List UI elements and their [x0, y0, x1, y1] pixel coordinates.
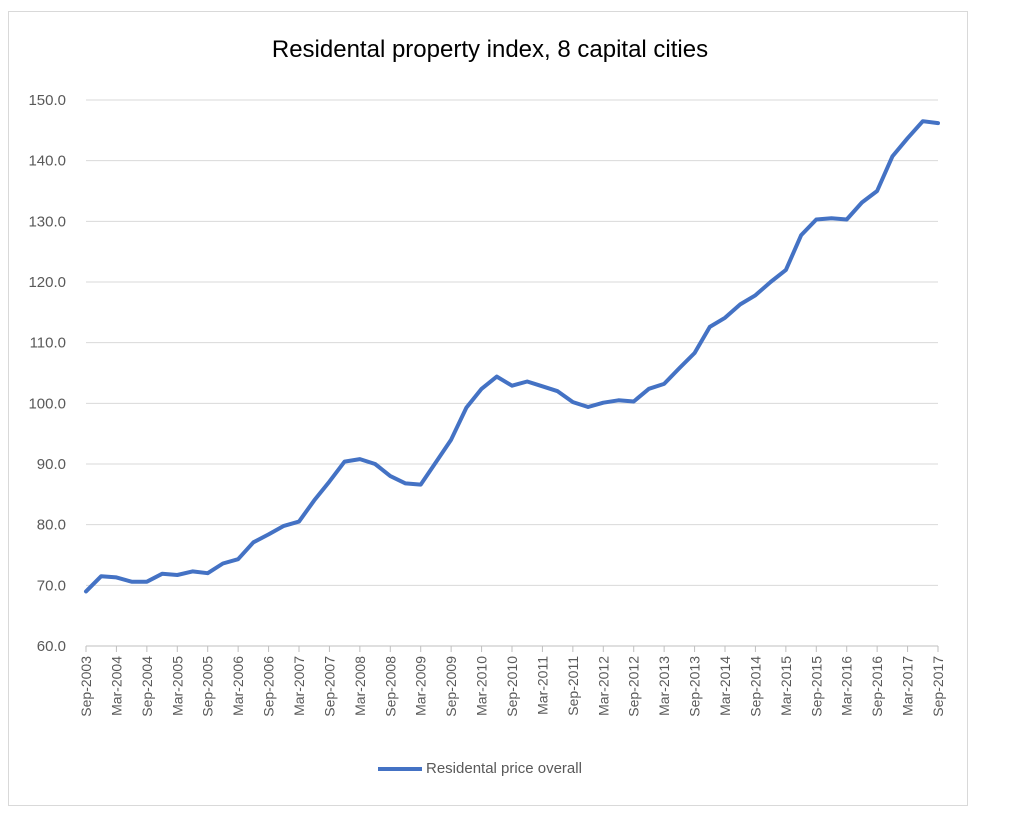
y-tick-label: 150.0 — [28, 92, 66, 109]
legend: Residental price overall — [378, 760, 582, 777]
x-tick-label: Sep-2013 — [687, 656, 703, 717]
y-tick-label: 100.0 — [28, 395, 66, 412]
y-tick-label: 110.0 — [30, 335, 66, 352]
y-tick-label: 80.0 — [37, 517, 66, 534]
series-line — [84, 119, 940, 594]
legend-label: Residental price overall — [426, 760, 582, 777]
x-tick-label: Mar-2006 — [230, 656, 246, 716]
y-tick-label: 130.0 — [28, 213, 66, 230]
x-tick-label: Mar-2010 — [474, 656, 490, 716]
x-tick-label: Mar-2007 — [291, 656, 307, 716]
x-tick-label: Sep-2016 — [869, 656, 885, 717]
x-tick-label: Sep-2010 — [504, 656, 520, 717]
legend-swatch — [378, 766, 422, 771]
x-tick-label: Sep-2003 — [78, 656, 94, 717]
chart-title: Residental property index, 8 capital cit… — [271, 36, 709, 63]
x-tick-label: Sep-2008 — [382, 656, 398, 717]
chart-frame — [8, 11, 968, 806]
y-tick-label: 120.0 — [28, 274, 66, 291]
x-tick-label: Sep-2005 — [200, 656, 216, 717]
x-tick-label: Sep-2015 — [808, 656, 824, 717]
x-tick-label: Sep-2017 — [930, 656, 946, 717]
x-tick-label: Mar-2017 — [900, 656, 916, 716]
x-tick-label: Mar-2012 — [595, 656, 611, 716]
x-tick-label: Sep-2014 — [747, 656, 763, 717]
x-tick-label: Sep-2009 — [443, 656, 459, 717]
x-tick-label: Mar-2004 — [108, 656, 124, 716]
x-tick-label: Mar-2009 — [413, 656, 429, 716]
x-tick-label: Mar-2008 — [352, 656, 368, 716]
x-tick-label: Mar-2015 — [778, 656, 794, 716]
x-tick-label: Sep-2004 — [139, 656, 155, 717]
y-tick-label: 60.0 — [37, 638, 66, 655]
x-tick-label: Mar-2013 — [656, 656, 672, 716]
x-tick-label: Mar-2005 — [169, 656, 185, 716]
y-tick-label: 140.0 — [28, 153, 66, 170]
x-tick-label: Mar-2011 — [534, 656, 550, 715]
y-tick-label: 70.0 — [37, 577, 66, 594]
x-tick-label: Mar-2014 — [717, 656, 733, 716]
x-tick-label: Mar-2016 — [839, 656, 855, 716]
y-tick-label: 90.0 — [37, 456, 66, 473]
x-tick-label: Sep-2012 — [626, 656, 642, 717]
x-tick-label: Sep-2011 — [565, 656, 581, 716]
x-tick-label: Sep-2006 — [261, 656, 277, 717]
x-tick-label: Sep-2007 — [321, 656, 337, 717]
